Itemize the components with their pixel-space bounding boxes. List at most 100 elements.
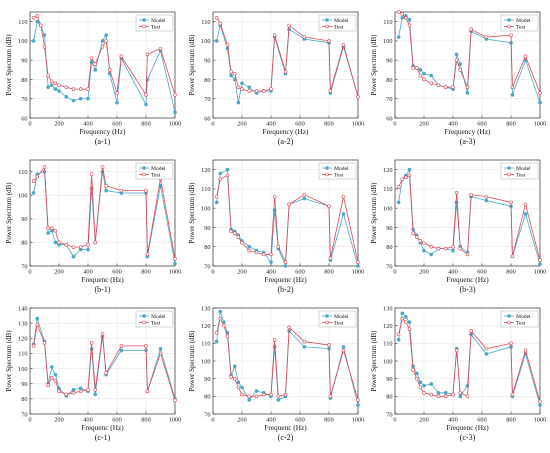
data-point-test (39, 23, 43, 28)
data-point-test (396, 332, 401, 337)
x-tick-label: 800 (506, 417, 515, 424)
y-tick-label: 80 (204, 77, 210, 84)
data-point-test (422, 77, 426, 82)
data-point-test (538, 399, 542, 404)
data-point-model (53, 240, 58, 245)
data-point-model (247, 85, 252, 89)
legend-swatch-marker (142, 166, 146, 170)
legend-label: Model (334, 314, 349, 320)
data-point-test (510, 392, 515, 397)
subplot-caption: (a-2) (278, 137, 294, 146)
legend-swatch-marker (142, 320, 146, 325)
y-tick-label: 100 (201, 205, 210, 212)
legend-label: Test (334, 25, 344, 31)
legend-swatch-marker (507, 24, 511, 29)
data-point-model (465, 91, 470, 95)
data-point-model (158, 347, 163, 351)
data-point-test (100, 165, 105, 169)
legend-label: Model (334, 18, 349, 24)
subplot-caption: (a-1) (95, 137, 111, 146)
plot-frame (394, 159, 541, 267)
data-point-test (46, 383, 50, 388)
series-line-model (398, 168, 541, 265)
x-tick-label: 1000 (534, 417, 547, 424)
data-point-test (218, 316, 223, 321)
data-point-test (356, 398, 360, 402)
data-point-model (538, 100, 542, 105)
y-tick-label: 90 (386, 57, 392, 64)
series-line-model (216, 168, 359, 267)
subplot-caption: (b-3) (460, 285, 476, 294)
x-tick-label: 800 (324, 121, 333, 128)
y-tick-label: 140 (18, 305, 27, 312)
data-point-test (328, 394, 333, 399)
y-tick-label: 100 (383, 205, 392, 212)
legend-label: Test (516, 321, 526, 327)
data-point-test (411, 368, 415, 372)
subplot-caption: (b-1) (95, 285, 111, 294)
data-point-model (236, 380, 241, 385)
data-point-test (71, 245, 76, 249)
data-point-test (404, 175, 408, 180)
chart-c-3: 70 80 90 100 110 120 130 0 200 400 600 800 1000 Frequ… (370, 305, 546, 442)
data-point-test (53, 228, 58, 233)
data-point-test (236, 235, 241, 239)
legend-swatch-marker (142, 18, 146, 22)
data-point-test (64, 392, 69, 397)
data-point-test (283, 392, 288, 397)
data-point-test (57, 389, 61, 394)
subplot-caption: (c-3) (460, 433, 476, 442)
data-point-test (144, 344, 148, 348)
y-axis-label: Power Spectrum (dB) (370, 330, 378, 392)
data-point-model (276, 398, 281, 402)
data-point-test (414, 376, 419, 381)
data-point-model (144, 102, 148, 107)
x-tick-label: 0 (28, 121, 31, 128)
data-point-model (269, 260, 273, 264)
data-point-test (454, 348, 459, 353)
legend-label: Test (151, 25, 161, 31)
data-point-test (404, 320, 408, 324)
y-tick-label: 110 (18, 351, 27, 358)
y-tick-label: 120 (201, 323, 210, 330)
data-point-test (276, 244, 281, 249)
data-point-model (247, 398, 252, 402)
y-tick-label: 130 (201, 305, 210, 312)
data-point-test (236, 85, 241, 89)
y-tick-label: 70 (21, 263, 27, 270)
data-point-test (225, 42, 230, 47)
data-point-test (158, 351, 163, 356)
x-axis-label: Frequency (Hz) (263, 127, 310, 136)
x-axis-label: Frequenc (Hz) (264, 275, 307, 284)
data-point-model (236, 100, 241, 105)
data-point-model (93, 392, 98, 397)
y-tick-label: 80 (204, 394, 210, 401)
data-point-test (451, 85, 455, 89)
data-point-test (328, 89, 333, 93)
data-point-test (283, 69, 288, 74)
y-axis-label: Power Spectrum (dB) (188, 182, 196, 244)
data-point-test (144, 93, 148, 97)
y-axis-label: Power Spectrum (dB) (370, 34, 378, 96)
x-tick-label: 600 (295, 269, 304, 276)
y-tick-label: 80 (21, 77, 27, 84)
data-point-model (115, 100, 119, 105)
x-tick-label: 0 (211, 269, 214, 276)
data-point-test (93, 387, 98, 392)
data-point-model (451, 248, 455, 253)
data-point-test (407, 23, 412, 28)
y-tick-label: 90 (21, 216, 27, 223)
data-point-model (104, 188, 108, 193)
x-tick-label: 600 (112, 269, 121, 276)
data-point-test (49, 79, 54, 84)
data-point-test (443, 394, 448, 399)
y-tick-label: 70 (204, 411, 210, 418)
data-point-model (429, 73, 434, 78)
data-point-test (225, 334, 230, 339)
x-tick-label: 0 (28, 417, 31, 424)
data-point-model (31, 39, 36, 43)
legend-swatch-marker (142, 172, 146, 177)
data-point-model (458, 394, 463, 399)
